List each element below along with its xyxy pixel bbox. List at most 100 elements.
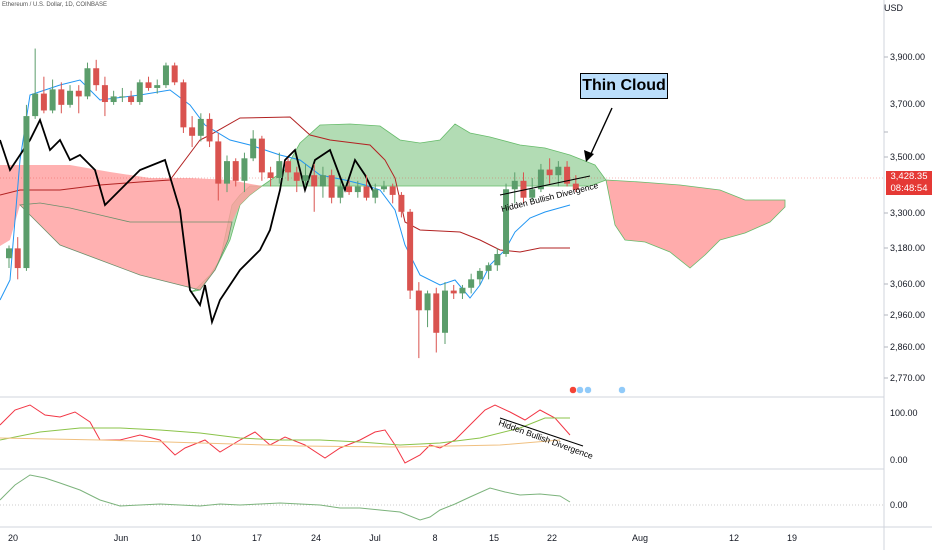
candle-body [407, 211, 414, 291]
candle-body [433, 293, 440, 333]
rsi-ma-line [0, 417, 570, 446]
candle-body [67, 90, 74, 105]
candle-body [337, 186, 344, 198]
candle-body [32, 93, 39, 117]
y-tick-label: 2,960.00 [890, 310, 925, 320]
symbol-title: Ethereum / U.S. Dollar, 1D, COINBASE [2, 2, 108, 8]
currency-label[interactable]: USD [884, 3, 904, 13]
candle-body [206, 118, 213, 142]
y-tick-label: 3,300.00 [890, 208, 925, 218]
countdown-tag: 08:48:54 [886, 183, 932, 195]
candle-body [293, 172, 300, 181]
candle-body [171, 65, 178, 83]
x-tick-label: 24 [311, 533, 321, 543]
candle-body [119, 96, 126, 98]
candle-body [546, 169, 553, 176]
callout-arrow-shaft [588, 107, 613, 159]
event-marker-icon [618, 386, 626, 394]
candle-body [450, 290, 457, 294]
candle-body [154, 85, 161, 88]
y-tick-label: 3,700.00 [890, 99, 925, 109]
candle-body [14, 248, 21, 269]
y-tick-label: 3,900.00 [890, 52, 925, 62]
x-tick-label: Jun [114, 533, 129, 543]
event-marker-icon [576, 386, 584, 394]
ichimoku-cloud-bearish [19, 202, 233, 291]
ichimoku-cloud-bearish [0, 165, 262, 246]
candle-body [459, 287, 466, 294]
candle-body [564, 166, 571, 184]
candle-body [101, 85, 108, 103]
candle-body [232, 161, 239, 181]
candle-body [276, 161, 283, 179]
divergence-label-rsi: Hidden Bullish Divergence [497, 417, 594, 461]
candle-body [189, 127, 196, 136]
ichimoku-cloud-bearish [605, 179, 786, 269]
thin-cloud-callout: Thin Cloud [580, 73, 668, 99]
candle-body [520, 180, 527, 198]
candle-body [215, 141, 222, 184]
divergence-line-price [499, 175, 591, 196]
candle-body [241, 158, 248, 181]
candle-body [6, 248, 12, 259]
x-tick-label: Aug [632, 533, 648, 543]
candle-body [363, 186, 370, 198]
divergence-line-rsi [499, 417, 584, 447]
candle-body [267, 172, 274, 179]
x-tick-label: 20 [8, 533, 18, 543]
candle-body [346, 186, 353, 193]
candle-body [485, 265, 492, 271]
candle-body [110, 96, 117, 103]
rsi-baseline [0, 437, 561, 448]
oscillator-line [0, 474, 571, 521]
candle-body [40, 93, 47, 111]
candle-body [380, 186, 387, 190]
candle-body [136, 82, 143, 103]
rsi-tick-label: 0.00 [890, 455, 908, 465]
x-tick-label: 17 [252, 533, 262, 543]
candle-body [128, 96, 135, 103]
candle-body [145, 82, 152, 88]
callout-arrow-head [584, 150, 594, 162]
candle-body [494, 253, 501, 266]
candle-body [93, 68, 100, 86]
candle-body [555, 166, 562, 176]
candle-body [529, 189, 536, 198]
candle-body [224, 161, 230, 184]
x-tick-label: Jul [369, 533, 381, 543]
chikou-line [0, 117, 376, 326]
candle-body [319, 175, 326, 187]
candle-body [572, 183, 579, 190]
x-tick-label: 12 [729, 533, 739, 543]
x-tick-label: 10 [191, 533, 201, 543]
y-tick-label: 2,860.00 [890, 342, 925, 352]
y-tick-label: 2,770.00 [890, 373, 925, 383]
last-price-tag: 3,428.35 [886, 171, 932, 183]
candle-body [354, 186, 361, 193]
event-marker-icon [569, 386, 577, 394]
candle-body [250, 138, 257, 159]
candle-body [23, 116, 30, 269]
candle-body [302, 175, 309, 181]
candle-body [75, 90, 82, 97]
candle-body [511, 180, 518, 190]
candle-body [197, 118, 204, 136]
candle-body [311, 175, 318, 187]
kijun-line [0, 116, 570, 253]
candle-body [372, 189, 379, 198]
y-tick-label: 3,500.00 [890, 152, 925, 162]
candle-body [415, 290, 422, 311]
x-tick-label: 22 [547, 533, 557, 543]
candle-body [328, 175, 335, 198]
y-tick-label: 3,180.00 [890, 243, 925, 253]
candle-body [84, 68, 91, 97]
candle-body [476, 270, 483, 280]
candle-body [468, 279, 475, 288]
candle-body [398, 194, 405, 212]
candle-body [162, 65, 169, 86]
x-tick-label: 8 [432, 533, 437, 543]
candle-body [424, 293, 431, 311]
candle-body [537, 169, 544, 190]
